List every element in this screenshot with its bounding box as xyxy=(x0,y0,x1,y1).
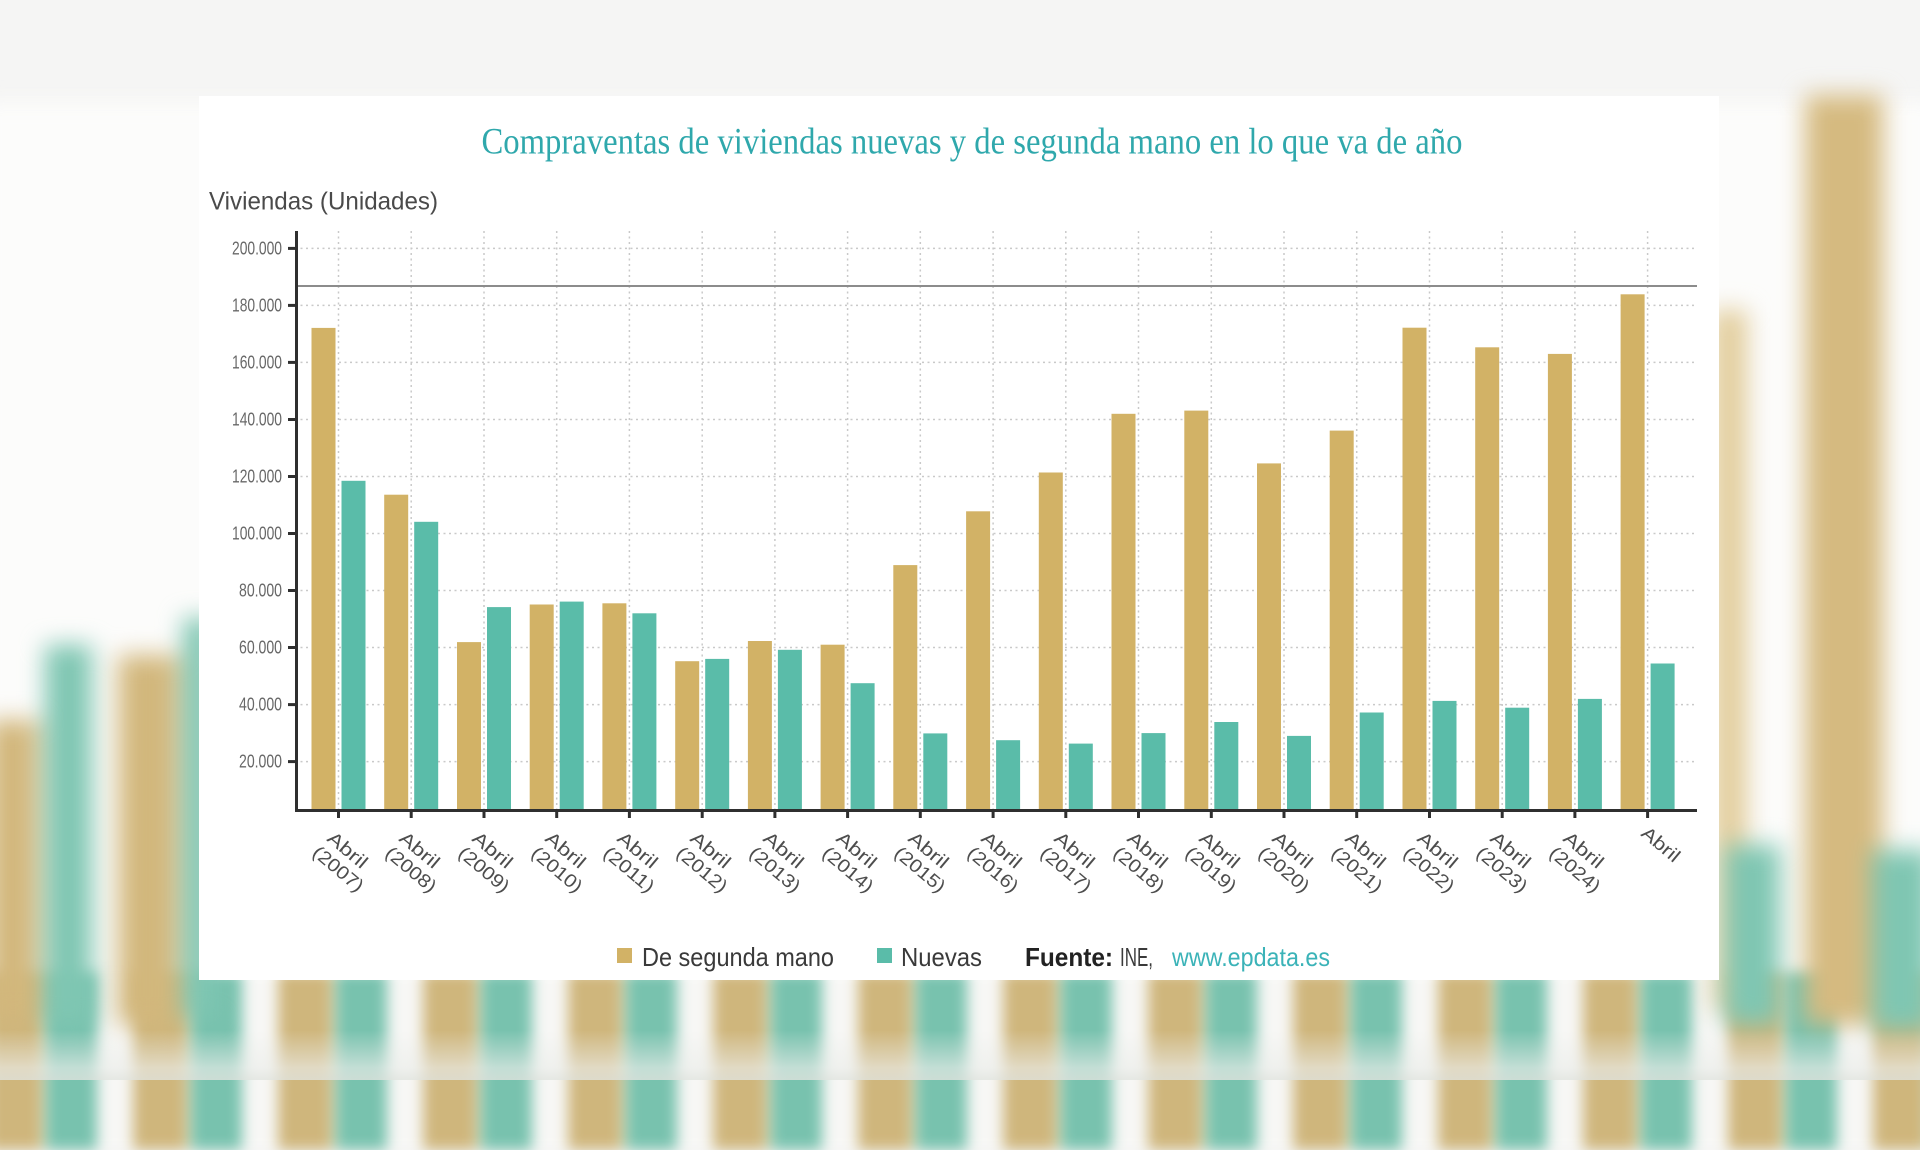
svg-text:Abril(2023): Abril(2023) xyxy=(1472,826,1545,896)
svg-text:Abril(2007): Abril(2007) xyxy=(309,826,382,896)
svg-text:www.epdata.es: www.epdata.es xyxy=(1171,942,1330,972)
svg-text:120.000: 120.000 xyxy=(232,467,282,487)
svg-text:100.000: 100.000 xyxy=(232,524,282,544)
svg-text:Fuente:: Fuente: xyxy=(1025,942,1113,972)
svg-text:Compraventas de viviendas nuev: Compraventas de viviendas nuevas y de se… xyxy=(482,122,1463,163)
svg-text:Abril(2011): Abril(2011) xyxy=(599,826,672,896)
svg-text:Abril: Abril xyxy=(1637,822,1684,866)
svg-text:Abril(2013): Abril(2013) xyxy=(745,826,818,896)
svg-text:60.000: 60.000 xyxy=(239,638,282,658)
svg-text:Viviendas (Unidades): Viviendas (Unidades) xyxy=(209,188,438,216)
svg-text:Abril(2008): Abril(2008) xyxy=(381,826,454,896)
svg-text:40.000: 40.000 xyxy=(239,695,282,715)
svg-text:20.000: 20.000 xyxy=(239,752,282,772)
svg-text:140.000: 140.000 xyxy=(232,410,282,430)
svg-text:200.000: 200.000 xyxy=(232,238,282,258)
svg-text:Abril(2020): Abril(2020) xyxy=(1254,826,1327,896)
svg-text:Abril(2014): Abril(2014) xyxy=(818,826,891,896)
svg-text:INE,: INE, xyxy=(1120,942,1153,972)
svg-text:Abril(2018): Abril(2018) xyxy=(1109,826,1182,896)
svg-text:Abril(2010): Abril(2010) xyxy=(527,826,600,896)
svg-text:Abril(2012): Abril(2012) xyxy=(672,826,745,896)
svg-text:Abril(2024): Abril(2024) xyxy=(1545,826,1618,896)
svg-text:160.000: 160.000 xyxy=(232,352,282,372)
svg-text:Nuevas: Nuevas xyxy=(901,942,982,972)
svg-text:Abril(2022): Abril(2022) xyxy=(1399,826,1472,896)
svg-text:Abril(2009): Abril(2009) xyxy=(454,826,527,896)
svg-text:Abril(2021): Abril(2021) xyxy=(1327,826,1400,896)
svg-text:Abril(2019): Abril(2019) xyxy=(1181,826,1254,896)
svg-text:Abril(2015): Abril(2015) xyxy=(890,826,963,896)
svg-text:Abril(2017): Abril(2017) xyxy=(1036,826,1109,896)
svg-text:80.000: 80.000 xyxy=(239,581,282,601)
svg-text:De segunda mano: De segunda mano xyxy=(642,942,834,972)
svg-text:Abril(2016): Abril(2016) xyxy=(963,826,1036,896)
svg-text:180.000: 180.000 xyxy=(232,295,282,315)
